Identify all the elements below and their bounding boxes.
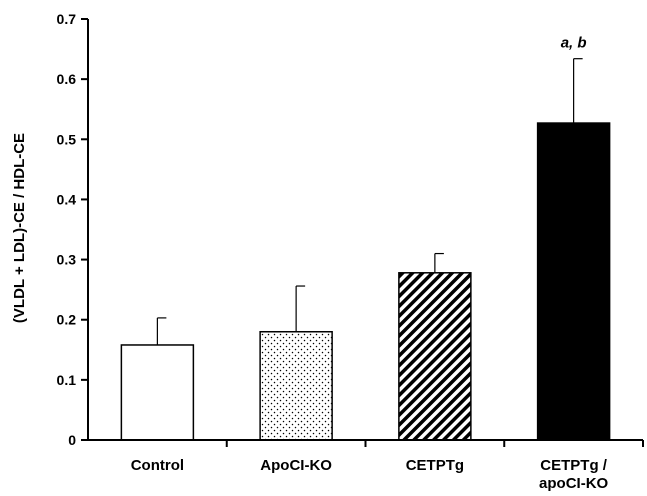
y-tick-label: 0.2: [57, 312, 77, 328]
y-tick-label: 0.1: [57, 372, 77, 388]
bar: [259, 330, 333, 441]
x-axis-labels: Control ApoCI-KO CETPTg CETPTg /apoCI-KO: [131, 440, 644, 492]
category-label: apoCI-KO: [539, 475, 608, 492]
category-label: CETPTg /: [540, 457, 607, 474]
significance-annotation: a, b: [561, 35, 587, 52]
y-tick-label: 0.4: [57, 191, 77, 207]
y-tick-label: 0.3: [57, 252, 77, 268]
bars-layer: [120, 58, 611, 441]
annotations: a, b: [561, 35, 587, 52]
y-axis-title: (VLDL + LDL)-CE / HDL-CE: [11, 133, 28, 323]
y-axis: 0 0.1 0.2 0.3 0.4 0.5 0.6 0.7: [57, 11, 88, 448]
category-label: CETPTg: [406, 457, 464, 474]
y-tick-label: 0.5: [57, 131, 77, 147]
y-tick-label: 0.6: [57, 71, 77, 87]
y-tick-label: 0.7: [57, 11, 77, 27]
category-label: ApoCI-KO: [260, 457, 332, 474]
bar: [536, 122, 611, 441]
bar: [120, 344, 195, 441]
bar: [398, 272, 472, 441]
y-tick-label: 0: [68, 432, 76, 448]
category-label: Control: [131, 457, 184, 474]
